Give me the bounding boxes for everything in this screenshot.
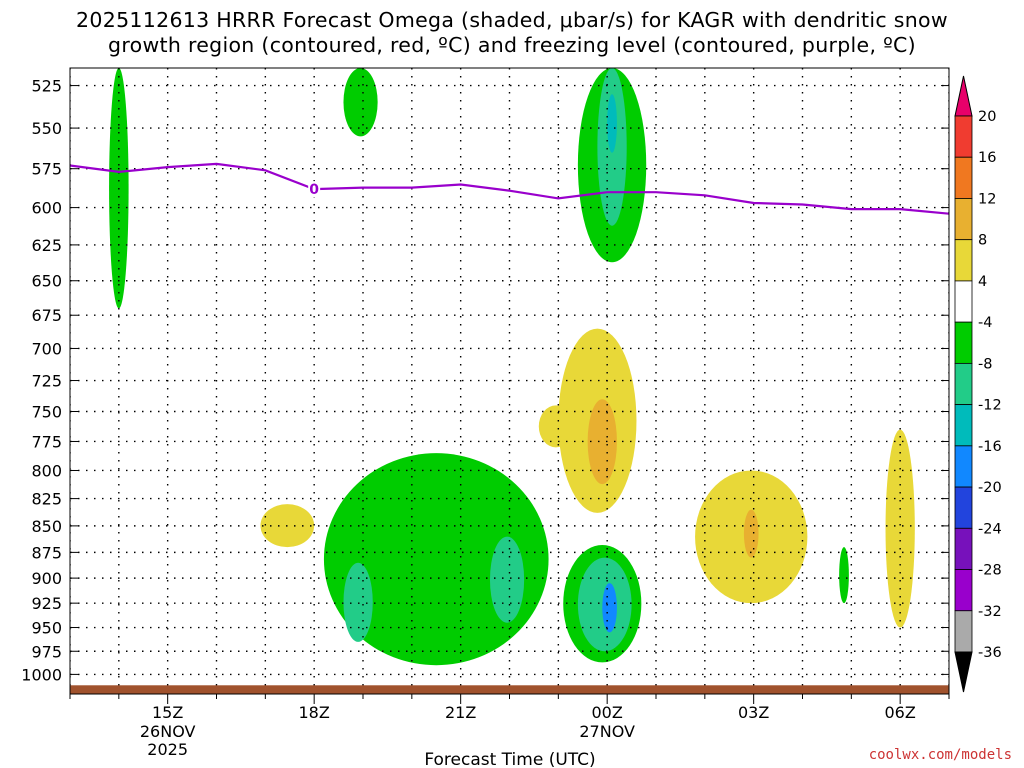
colorbar-swatch-10 [954, 486, 973, 529]
omega-shaded-region-7 [343, 562, 373, 642]
y-tick-label-675: 675 [31, 306, 62, 325]
colorbar-label--8: -8 [978, 356, 992, 372]
x-tick-label-03Z: 03Z [738, 703, 769, 722]
y-tick-label-850: 850 [31, 517, 62, 536]
omega-shaded-region-12 [839, 547, 849, 604]
y-tick-label-775: 775 [31, 432, 62, 451]
y-tick-label-650: 650 [31, 272, 62, 291]
y-tick-label-550: 550 [31, 119, 62, 138]
y-tick-label-825: 825 [31, 490, 62, 509]
colorbar-label-12: 12 [978, 191, 996, 207]
x-tick-date-00Z: 27NOV [579, 722, 635, 741]
y-tick-label-875: 875 [31, 543, 62, 562]
colorbar-label-4: 4 [978, 274, 987, 290]
y-tick-label-800: 800 [31, 461, 62, 480]
omega-shaded-region-11 [602, 583, 617, 633]
chart-title-line-2: growth region (contoured, red, ºC) and f… [108, 33, 916, 57]
omega-shaded-region-5 [607, 94, 617, 153]
colorbar-swatch-1 [954, 115, 973, 158]
colorbar-swatch-7 [954, 362, 973, 406]
ground-terrain [70, 685, 949, 694]
colorbar-label--32: -32 [978, 604, 1002, 620]
y-tick-label-925: 925 [31, 594, 62, 613]
y-tick-label-1000: 1000 [21, 665, 62, 684]
colorbar-label-16: 16 [978, 150, 996, 166]
colorbar-swatch-4 [954, 239, 973, 282]
y-tick-label-700: 700 [31, 339, 62, 358]
omega-shaded-region-19 [885, 429, 915, 628]
colorbar-label--16: -16 [978, 439, 1002, 455]
freezing-level-line [70, 162, 949, 215]
x-tick-year-15Z: 2025 [147, 740, 188, 759]
colorbar-label--4: -4 [978, 315, 992, 331]
y-tick-label-725: 725 [31, 372, 62, 391]
credit-link[interactable]: coolwx.com/models [868, 747, 1012, 763]
colorbar-swatch-5 [954, 280, 973, 323]
colorbar-label-8: 8 [978, 233, 987, 249]
y-tick-label-900: 900 [31, 569, 62, 588]
colorbar-swatch-8 [954, 404, 973, 447]
colorbar-swatch-11 [954, 527, 973, 570]
y-tick-label-575: 575 [31, 160, 62, 179]
colorbar-swatch-12 [954, 569, 973, 612]
colorbar-label--24: -24 [978, 521, 1002, 537]
omega-shaded-region-6 [323, 453, 549, 666]
chart-title-line-1: 2025112613 HRRR Forecast Omega (shaded, … [76, 8, 948, 32]
omega-shaded-region-8 [489, 536, 525, 623]
colorbar-label--36: -36 [978, 645, 1002, 661]
omega-shaded-region-2 [343, 68, 378, 137]
y-tick-label-600: 600 [31, 199, 62, 218]
colorbar-swatch-2 [954, 156, 973, 199]
colorbar-swatch-9 [954, 445, 973, 488]
colorbar-top-arrow [954, 75, 973, 117]
y-tick-label-975: 975 [31, 642, 62, 661]
omega-shaded-region-18 [743, 509, 759, 558]
x-tick-label-15Z: 15Z [152, 703, 183, 722]
colorbar-label-20: 20 [978, 109, 996, 125]
y-tick-label-525: 525 [31, 77, 62, 96]
colorbar-swatch-6 [954, 321, 973, 364]
freezing-label-bg [308, 181, 321, 198]
colorbar-label--12: -12 [978, 398, 1002, 414]
x-tick-label-06Z: 06Z [885, 703, 916, 722]
freezing-level-label: 0 [309, 182, 319, 198]
colorbar-bottom-arrow [954, 651, 973, 693]
x-tick-label-18Z: 18Z [299, 703, 330, 722]
colorbar-swatch-13 [954, 610, 973, 653]
colorbar-swatch-3 [954, 198, 973, 241]
colorbar-label--20: -20 [978, 480, 1002, 496]
x-tick-label-21Z: 21Z [445, 703, 476, 722]
x-tick-label-00Z: 00Z [592, 703, 623, 722]
omega-shaded-region-16 [587, 399, 617, 485]
y-tick-label-750: 750 [31, 403, 62, 422]
y-tick-label-625: 625 [31, 236, 62, 255]
x-axis-label: Forecast Time (UTC) [424, 750, 595, 768]
x-tick-date-15Z: 26NOV [140, 722, 196, 741]
colorbar-label--28: -28 [978, 563, 1002, 579]
y-tick-label-950: 950 [31, 619, 62, 638]
